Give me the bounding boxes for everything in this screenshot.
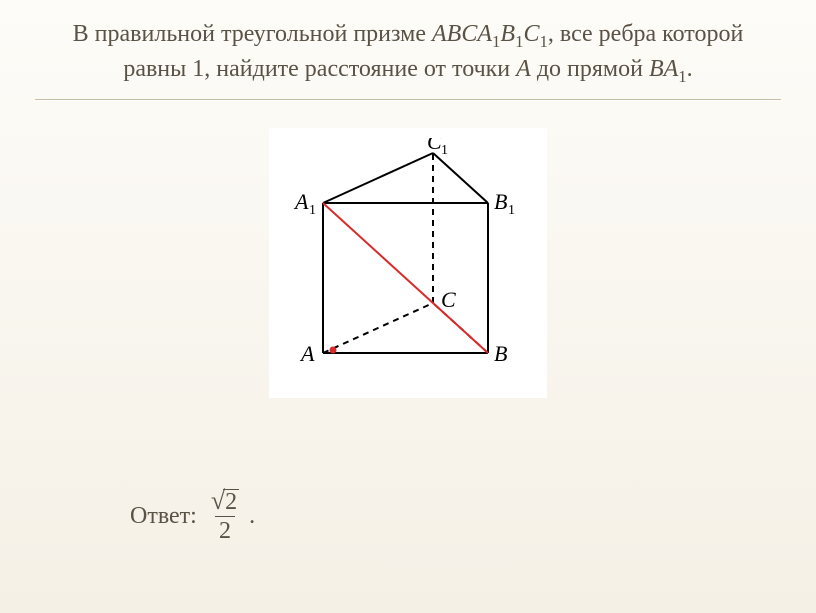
var: BA <box>649 56 678 82</box>
svg-text:B: B <box>494 341 507 366</box>
svg-text:A: A <box>293 189 309 214</box>
svg-text:1: 1 <box>309 203 316 218</box>
answer-block: Ответ: √ 2 2 . <box>130 489 255 543</box>
text: В правильной треугольной призме <box>73 21 432 47</box>
title-divider <box>35 99 781 100</box>
period: . <box>249 503 255 530</box>
var: A <box>516 56 531 82</box>
problem-statement: В правильной треугольной призме ABCA1B1C… <box>0 0 816 89</box>
var: C <box>523 21 539 47</box>
prism-diagram: ABCA1B1C1 <box>283 138 533 383</box>
var: ABCA <box>432 21 492 47</box>
var: B <box>500 21 515 47</box>
text: , все ребра которой <box>548 21 743 47</box>
answer-label: Ответ: <box>130 503 197 530</box>
svg-text:B: B <box>494 189 507 214</box>
sub: 1 <box>678 67 686 86</box>
numerator: √ 2 <box>207 489 243 516</box>
text: . <box>687 56 693 82</box>
svg-text:1: 1 <box>508 203 515 218</box>
svg-text:1: 1 <box>441 143 448 158</box>
sub: 1 <box>539 32 547 51</box>
sqrt: √ 2 <box>211 489 239 514</box>
svg-text:A: A <box>299 341 315 366</box>
text: равны 1, найдите расстояние от точки <box>123 56 516 82</box>
radicand: 2 <box>223 489 239 514</box>
text: до прямой <box>531 56 649 82</box>
denominator: 2 <box>215 516 235 543</box>
fraction: √ 2 2 <box>207 489 243 543</box>
figure-container: ABCA1B1C1 <box>0 128 816 398</box>
figure-box: ABCA1B1C1 <box>269 128 547 398</box>
svg-text:C: C <box>441 287 456 312</box>
svg-text:C: C <box>427 138 442 154</box>
